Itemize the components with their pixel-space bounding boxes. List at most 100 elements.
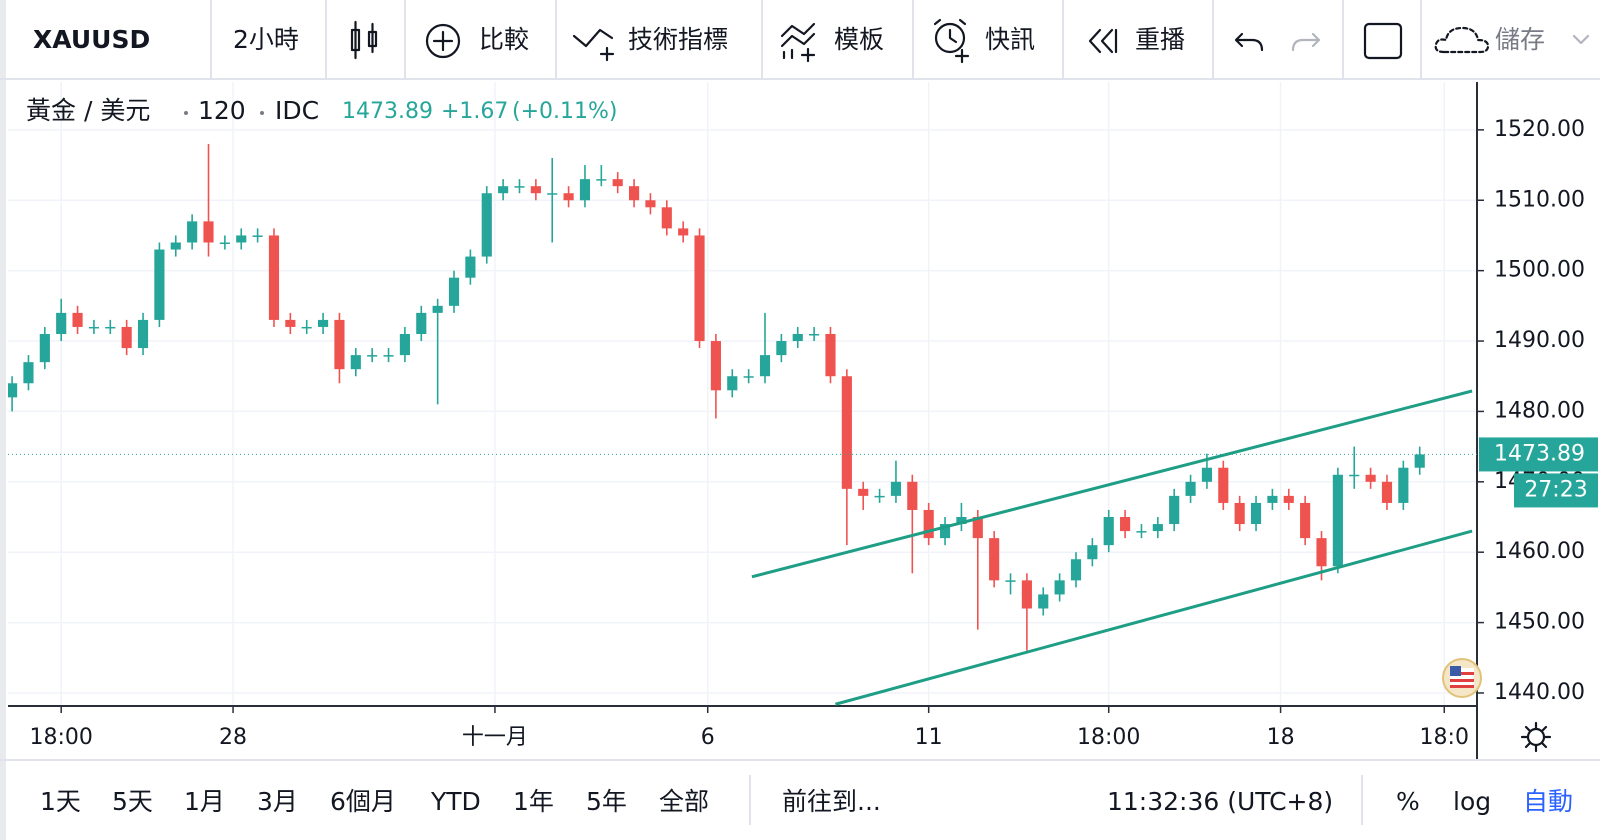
candle-body xyxy=(318,319,329,327)
candle-body xyxy=(1398,467,1409,503)
settings-icon[interactable] xyxy=(1520,721,1552,753)
change-percent: (+0.11%) xyxy=(512,99,618,124)
range-button[interactable]: 6個月 xyxy=(330,787,396,816)
grid xyxy=(8,82,1477,706)
candle-body xyxy=(645,200,656,208)
candle-body xyxy=(170,242,181,250)
left-edge xyxy=(0,0,6,840)
interval-button[interactable]: 2小時 xyxy=(233,25,299,54)
candle-body xyxy=(367,355,378,357)
clock: 11:32:36 (UTC+8) xyxy=(1107,787,1333,816)
save-button[interactable]: 儲存 xyxy=(1495,25,1545,54)
y-tick-label: 1520.00 xyxy=(1494,117,1585,142)
save-icon[interactable] xyxy=(1434,26,1490,54)
candle-body xyxy=(1070,559,1082,581)
candle-body xyxy=(743,376,754,378)
alerts-button[interactable]: 快訊 xyxy=(985,25,1035,54)
candle-body xyxy=(481,193,492,257)
candle-body xyxy=(514,186,525,188)
trend-line xyxy=(834,529,1473,706)
indicators-icon[interactable] xyxy=(572,28,615,62)
range-button[interactable]: 1年 xyxy=(513,787,554,816)
redo-icon[interactable] xyxy=(1291,32,1321,52)
candle-body xyxy=(432,305,443,313)
x-tick-label: 18 xyxy=(1267,725,1295,750)
candle-body xyxy=(203,221,214,243)
replay-button[interactable]: 重播 xyxy=(1135,25,1185,54)
countdown-label: 27:23 xyxy=(1524,477,1587,502)
range-button[interactable]: 3月 xyxy=(257,787,298,816)
candle-body xyxy=(1316,538,1327,567)
candle-body xyxy=(907,481,918,510)
candle-body xyxy=(137,319,149,349)
interval: 120 xyxy=(198,96,246,125)
candle-body xyxy=(563,193,574,201)
x-tick-label: 11 xyxy=(915,725,943,750)
candle-body xyxy=(1381,481,1393,503)
candle-body xyxy=(710,341,721,391)
candle-body xyxy=(1103,517,1114,546)
candle-body xyxy=(858,488,869,496)
compare-button[interactable]: 比較 xyxy=(479,25,529,54)
indicators-button[interactable]: 技術指標 xyxy=(628,25,728,54)
goto-button[interactable]: 前往到... xyxy=(782,787,881,816)
candle-body xyxy=(448,277,460,306)
candle-body xyxy=(399,333,410,356)
candle-body xyxy=(1120,517,1131,532)
candle-body xyxy=(1201,467,1213,482)
trend-line xyxy=(751,389,1473,579)
candle-body xyxy=(678,228,689,236)
candle-body xyxy=(1005,580,1016,582)
candle-body xyxy=(498,186,509,194)
candle-body xyxy=(530,186,541,194)
symbol[interactable]: XAUUSD xyxy=(33,25,150,54)
dot xyxy=(184,111,188,115)
instrument-name: 黃金 / 美元 xyxy=(26,96,150,125)
fullscreen-icon[interactable] xyxy=(1363,22,1403,60)
source: IDC xyxy=(275,96,319,125)
candle-body xyxy=(1136,531,1147,533)
y-tick-label: 1460.00 xyxy=(1494,539,1585,564)
templates-icon[interactable] xyxy=(780,22,816,63)
candle-body xyxy=(1365,474,1376,482)
candle-body xyxy=(874,495,885,498)
range-button[interactable]: 5天 xyxy=(112,787,153,816)
candle-body xyxy=(268,235,280,320)
candle-body xyxy=(56,312,67,334)
candle-body xyxy=(989,538,1000,581)
replay-icon[interactable] xyxy=(1088,28,1118,54)
candle-body xyxy=(236,235,247,243)
candle-body xyxy=(547,193,558,195)
x-tick-label: 十一月 xyxy=(462,725,528,750)
more-icon[interactable] xyxy=(1572,34,1590,45)
auto-toggle[interactable]: 自動 xyxy=(1523,787,1573,816)
compare-icon[interactable] xyxy=(425,23,461,59)
undo-icon[interactable] xyxy=(1234,32,1264,52)
range-button[interactable]: 全部 xyxy=(659,787,709,816)
candle-body xyxy=(285,319,296,327)
y-tick-label: 1480.00 xyxy=(1494,398,1585,423)
alerts-icon[interactable] xyxy=(933,18,970,64)
range-buttons: 1天 5天 1月 3月 6個月 YTD 1年 5年 全部 xyxy=(40,787,709,816)
range-button[interactable]: 1月 xyxy=(184,787,225,816)
chart-style-icon[interactable] xyxy=(350,20,378,60)
candle-body xyxy=(841,376,852,489)
countdown-box xyxy=(1514,473,1598,508)
x-tick-label: 18:00 xyxy=(29,725,92,750)
change: +1.67 xyxy=(441,99,508,124)
range-button[interactable]: YTD xyxy=(430,787,481,816)
x-tick-label: 18:00 xyxy=(1077,725,1140,750)
range-button[interactable]: 1天 xyxy=(40,787,81,816)
range-button[interactable]: 5年 xyxy=(586,787,627,816)
y-tick-label: 1450.00 xyxy=(1494,610,1585,635)
candle-body xyxy=(694,235,705,342)
log-toggle[interactable]: log xyxy=(1453,787,1491,816)
candle-body xyxy=(890,481,902,496)
templates-button[interactable]: 模板 xyxy=(834,25,884,54)
candle-body xyxy=(939,524,951,539)
percent-toggle[interactable]: % xyxy=(1396,787,1420,816)
candle-body xyxy=(1414,454,1425,468)
y-tick-label: 1500.00 xyxy=(1494,258,1585,283)
